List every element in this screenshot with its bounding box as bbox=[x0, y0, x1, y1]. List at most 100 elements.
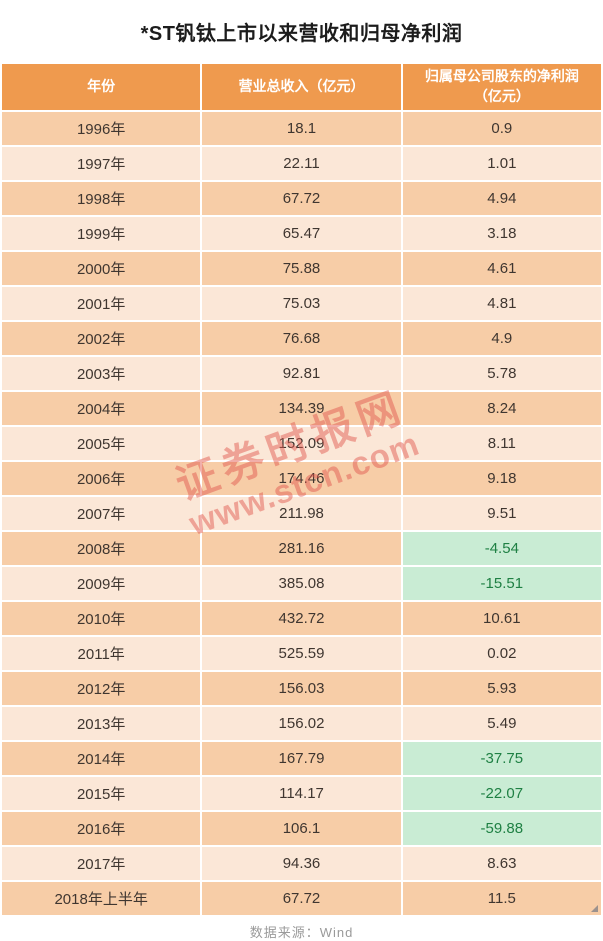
cell-year: 2009年 bbox=[2, 567, 201, 600]
cell-revenue: 106.1 bbox=[202, 812, 401, 845]
cell-profit: 10.61 bbox=[402, 602, 601, 635]
cell-profit: 11.5 bbox=[402, 882, 601, 915]
cell-profit: -37.75 bbox=[402, 742, 601, 775]
cell-revenue: 75.03 bbox=[202, 287, 401, 320]
cell-profit: 4.9 bbox=[402, 322, 601, 355]
col-header-profit: 归属母公司股东的净利润 （亿元） bbox=[402, 64, 601, 110]
cell-profit: -59.88 bbox=[402, 812, 601, 845]
cell-profit: 3.18 bbox=[402, 217, 601, 250]
table-row: 2007年 211.98 9.51 bbox=[2, 497, 601, 530]
cell-revenue: 156.02 bbox=[202, 707, 401, 740]
cell-profit: 4.94 bbox=[402, 182, 601, 215]
table-row: 2016年 106.1 -59.88 bbox=[2, 812, 601, 845]
table-row: 1998年 67.72 4.94 bbox=[2, 182, 601, 215]
page-title: *ST钒钛上市以来营收和归母净利润 bbox=[140, 23, 463, 45]
cell-year: 2015年 bbox=[2, 777, 201, 810]
cell-profit: 9.18 bbox=[402, 462, 601, 495]
cell-revenue: 94.36 bbox=[202, 847, 401, 880]
cell-year: 2010年 bbox=[2, 602, 201, 635]
cell-profit: 8.63 bbox=[402, 847, 601, 880]
table-row: 2015年 114.17 -22.07 bbox=[2, 777, 601, 810]
cell-profit: 5.78 bbox=[402, 357, 601, 390]
table-row: 2014年 167.79 -37.75 bbox=[2, 742, 601, 775]
col-header-profit-label-line2: （亿元） bbox=[473, 88, 530, 104]
col-header-year: 年份 bbox=[2, 64, 201, 110]
cell-profit: -15.51 bbox=[402, 567, 601, 600]
table-row: 2018年上半年 67.72 11.5 bbox=[2, 882, 601, 915]
cell-year: 2014年 bbox=[2, 742, 201, 775]
cell-profit: -4.54 bbox=[402, 532, 601, 565]
table-row: 2005年 152.09 8.11 bbox=[2, 427, 601, 460]
table-row: 1997年 22.11 1.01 bbox=[2, 147, 601, 180]
col-header-revenue: 营业总收入（亿元） bbox=[202, 64, 401, 110]
cell-year: 1998年 bbox=[2, 182, 201, 215]
cell-revenue: 525.59 bbox=[202, 637, 401, 670]
table-row: 1996年 18.1 0.9 bbox=[2, 112, 601, 145]
table-row: 2012年 156.03 5.93 bbox=[2, 672, 601, 705]
corner-artifact bbox=[591, 905, 598, 912]
cell-profit: 1.01 bbox=[402, 147, 601, 180]
table-row: 2004年 134.39 8.24 bbox=[2, 392, 601, 425]
cell-profit: 9.51 bbox=[402, 497, 601, 530]
table-row: 2002年 76.68 4.9 bbox=[2, 322, 601, 355]
cell-revenue: 152.09 bbox=[202, 427, 401, 460]
data-source-label: 数据来源：Wind bbox=[249, 925, 354, 940]
financial-table: 年份 营业总收入（亿元） 归属母公司股东的净利润 （亿元） 1996年 18.1 0… bbox=[0, 62, 603, 917]
cell-profit: 8.24 bbox=[402, 392, 601, 425]
col-header-profit-label-line1: 归属母公司股东的净利润 bbox=[424, 68, 579, 85]
header-row: 年份 营业总收入（亿元） 归属母公司股东的净利润 （亿元） bbox=[2, 64, 601, 110]
cell-revenue: 75.88 bbox=[202, 252, 401, 285]
cell-revenue: 76.68 bbox=[202, 322, 401, 355]
cell-year: 1996年 bbox=[2, 112, 201, 145]
table-row: 2013年 156.02 5.49 bbox=[2, 707, 601, 740]
cell-year: 2012年 bbox=[2, 672, 201, 705]
cell-year: 2016年 bbox=[2, 812, 201, 845]
cell-revenue: 114.17 bbox=[202, 777, 401, 810]
cell-profit: -22.07 bbox=[402, 777, 601, 810]
cell-revenue: 281.16 bbox=[202, 532, 401, 565]
cell-revenue: 65.47 bbox=[202, 217, 401, 250]
cell-year: 2011年 bbox=[2, 637, 201, 670]
col-header-revenue-label: 营业总收入（亿元） bbox=[238, 78, 365, 95]
cell-profit: 0.02 bbox=[402, 637, 601, 670]
cell-profit: 5.93 bbox=[402, 672, 601, 705]
table-row: 1999年 65.47 3.18 bbox=[2, 217, 601, 250]
cell-revenue: 92.81 bbox=[202, 357, 401, 390]
table-row: 2000年 75.88 4.61 bbox=[2, 252, 601, 285]
cell-revenue: 432.72 bbox=[202, 602, 401, 635]
cell-profit: 4.61 bbox=[402, 252, 601, 285]
cell-revenue: 156.03 bbox=[202, 672, 401, 705]
table-row: 2006年 174.46 9.18 bbox=[2, 462, 601, 495]
cell-revenue: 67.72 bbox=[202, 882, 401, 915]
cell-profit: 4.81 bbox=[402, 287, 601, 320]
table-row: 2011年 525.59 0.02 bbox=[2, 637, 601, 670]
cell-revenue: 385.08 bbox=[202, 567, 401, 600]
table-row: 2010年 432.72 10.61 bbox=[2, 602, 601, 635]
cell-revenue: 134.39 bbox=[202, 392, 401, 425]
cell-revenue: 18.1 bbox=[202, 112, 401, 145]
cell-profit: 8.11 bbox=[402, 427, 601, 460]
cell-profit: 5.49 bbox=[402, 707, 601, 740]
table-body: 1996年 18.1 0.9 1997年 22.11 1.01 1998年 67.72 4.94… bbox=[2, 112, 601, 915]
cell-year: 1997年 bbox=[2, 147, 201, 180]
cell-year: 2017年 bbox=[2, 847, 201, 880]
cell-year: 2006年 bbox=[2, 462, 201, 495]
cell-year: 2001年 bbox=[2, 287, 201, 320]
cell-year: 2008年 bbox=[2, 532, 201, 565]
cell-revenue: 211.98 bbox=[202, 497, 401, 530]
cell-year: 2013年 bbox=[2, 707, 201, 740]
cell-year: 1999年 bbox=[2, 217, 201, 250]
table-row: 2008年 281.16 -4.54 bbox=[2, 532, 601, 565]
cell-year: 2003年 bbox=[2, 357, 201, 390]
table-row: 2017年 94.36 8.63 bbox=[2, 847, 601, 880]
cell-profit: 0.9 bbox=[402, 112, 601, 145]
cell-revenue: 67.72 bbox=[202, 182, 401, 215]
cell-year: 2007年 bbox=[2, 497, 201, 530]
table-row: 2003年 92.81 5.78 bbox=[2, 357, 601, 390]
cell-year: 2000年 bbox=[2, 252, 201, 285]
cell-year: 2005年 bbox=[2, 427, 201, 460]
cell-revenue: 174.46 bbox=[202, 462, 401, 495]
col-header-year-label: 年份 bbox=[87, 78, 116, 95]
cell-year: 2018年上半年 bbox=[2, 882, 201, 915]
cell-year: 2004年 bbox=[2, 392, 201, 425]
